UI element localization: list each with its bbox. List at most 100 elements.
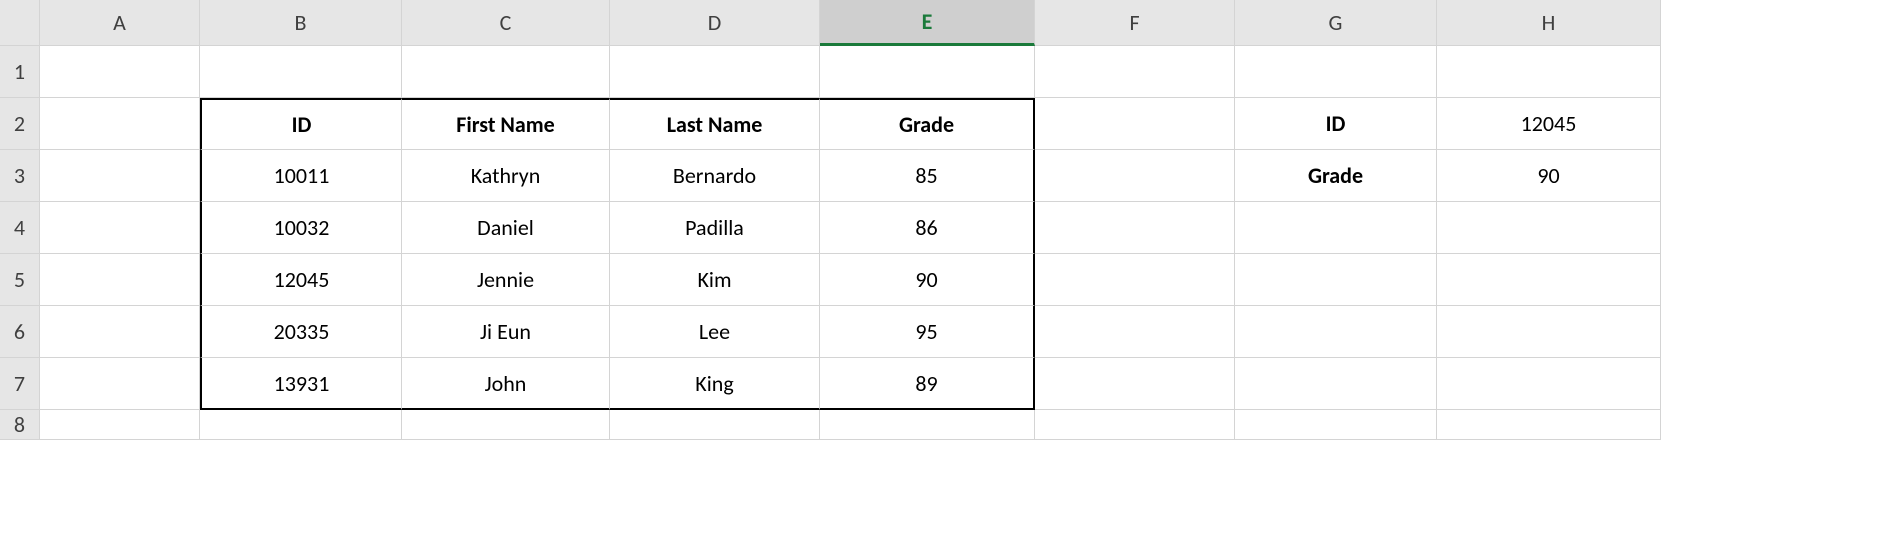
cell-value: 95 (915, 318, 937, 345)
cell-A4[interactable] (40, 202, 200, 254)
cell-value: Kathryn (471, 162, 541, 189)
cell-C1[interactable] (402, 46, 610, 98)
cell-E5[interactable]: 90 (820, 254, 1035, 306)
cell-B1[interactable] (200, 46, 402, 98)
cell-value: 12045 (1521, 110, 1577, 137)
cell-value: Bernardo (673, 162, 756, 189)
cell-G1[interactable] (1235, 46, 1437, 98)
cell-E7[interactable]: 89 (820, 358, 1035, 410)
cell-G2[interactable]: ID (1235, 98, 1437, 150)
column-header-D[interactable]: D (610, 0, 820, 46)
cell-C7[interactable]: John (402, 358, 610, 410)
cell-value: First Name (456, 111, 555, 138)
cell-value: Grade (899, 111, 954, 138)
cell-D8[interactable] (610, 410, 820, 440)
cell-F4[interactable] (1035, 202, 1235, 254)
cell-D7[interactable]: King (610, 358, 820, 410)
cell-H1[interactable] (1437, 46, 1661, 98)
cell-F3[interactable] (1035, 150, 1235, 202)
cell-H6[interactable] (1437, 306, 1661, 358)
cell-C4[interactable]: Daniel (402, 202, 610, 254)
column-header-E[interactable]: E (820, 0, 1035, 46)
column-header-H[interactable]: H (1437, 0, 1661, 46)
column-header-C[interactable]: C (402, 0, 610, 46)
row-header-4[interactable]: 4 (0, 202, 40, 254)
cell-D5[interactable]: Kim (610, 254, 820, 306)
cell-H7[interactable] (1437, 358, 1661, 410)
row-header-1[interactable]: 1 (0, 46, 40, 98)
cell-F2[interactable] (1035, 98, 1235, 150)
row-header-3[interactable]: 3 (0, 150, 40, 202)
cell-G3[interactable]: Grade (1235, 150, 1437, 202)
cell-F1[interactable] (1035, 46, 1235, 98)
cell-B2[interactable]: ID (200, 98, 402, 150)
cell-F6[interactable] (1035, 306, 1235, 358)
cell-A6[interactable] (40, 306, 200, 358)
cell-B7[interactable]: 13931 (200, 358, 402, 410)
cell-A7[interactable] (40, 358, 200, 410)
cell-E1[interactable] (820, 46, 1035, 98)
cell-A1[interactable] (40, 46, 200, 98)
cell-F7[interactable] (1035, 358, 1235, 410)
cell-E6[interactable]: 95 (820, 306, 1035, 358)
column-header-F[interactable]: F (1035, 0, 1235, 46)
cell-E8[interactable] (820, 410, 1035, 440)
cell-C8[interactable] (402, 410, 610, 440)
cell-value: 86 (915, 214, 937, 241)
cell-E4[interactable]: 86 (820, 202, 1035, 254)
column-header-G[interactable]: G (1235, 0, 1437, 46)
cell-H8[interactable] (1437, 410, 1661, 440)
cell-B3[interactable]: 10011 (200, 150, 402, 202)
cell-C6[interactable]: Ji Eun (402, 306, 610, 358)
row-header-2[interactable]: 2 (0, 98, 40, 150)
cell-value: 10011 (274, 162, 330, 189)
column-header-A[interactable]: A (40, 0, 200, 46)
column-header-B[interactable]: B (200, 0, 402, 46)
row-header-5[interactable]: 5 (0, 254, 40, 306)
cell-value: ID (1326, 110, 1346, 137)
cell-G5[interactable] (1235, 254, 1437, 306)
cell-E2[interactable]: Grade (820, 98, 1035, 150)
cell-H5[interactable] (1437, 254, 1661, 306)
select-all-corner[interactable] (0, 0, 40, 46)
row-header-8[interactable]: 8 (0, 410, 40, 440)
cell-G7[interactable] (1235, 358, 1437, 410)
cell-value: 13931 (274, 370, 330, 397)
cell-G4[interactable] (1235, 202, 1437, 254)
cell-C3[interactable]: Kathryn (402, 150, 610, 202)
cell-value: 85 (915, 162, 937, 189)
cell-B4[interactable]: 10032 (200, 202, 402, 254)
row-header-7[interactable]: 7 (0, 358, 40, 410)
row-header-6[interactable]: 6 (0, 306, 40, 358)
cell-value: King (695, 370, 733, 397)
cell-B5[interactable]: 12045 (200, 254, 402, 306)
cell-H2[interactable]: 12045 (1437, 98, 1661, 150)
cell-B6[interactable]: 20335 (200, 306, 402, 358)
cell-A8[interactable] (40, 410, 200, 440)
cell-E3[interactable]: 85 (820, 150, 1035, 202)
cell-B8[interactable] (200, 410, 402, 440)
cell-G6[interactable] (1235, 306, 1437, 358)
cell-value: 90 (1537, 162, 1559, 189)
cell-value: John (485, 370, 527, 397)
cell-D2[interactable]: Last Name (610, 98, 820, 150)
cell-value: Last Name (667, 111, 763, 138)
cell-F5[interactable] (1035, 254, 1235, 306)
cell-value: Lee (699, 318, 730, 345)
cell-A3[interactable] (40, 150, 200, 202)
cell-D4[interactable]: Padilla (610, 202, 820, 254)
cell-D3[interactable]: Bernardo (610, 150, 820, 202)
cell-H3[interactable]: 90 (1437, 150, 1661, 202)
cell-C5[interactable]: Jennie (402, 254, 610, 306)
cell-F8[interactable] (1035, 410, 1235, 440)
spreadsheet-grid[interactable]: ABCDEFGH 12 ID First Name Last Name Grade ID 12… (0, 0, 1881, 440)
cell-value: Padilla (685, 214, 744, 241)
cell-A2[interactable] (40, 98, 200, 150)
cell-D6[interactable]: Lee (610, 306, 820, 358)
cell-H4[interactable] (1437, 202, 1661, 254)
cell-D1[interactable] (610, 46, 820, 98)
cell-value: ID (292, 111, 312, 138)
cell-A5[interactable] (40, 254, 200, 306)
cell-C2[interactable]: First Name (402, 98, 610, 150)
cell-G8[interactable] (1235, 410, 1437, 440)
